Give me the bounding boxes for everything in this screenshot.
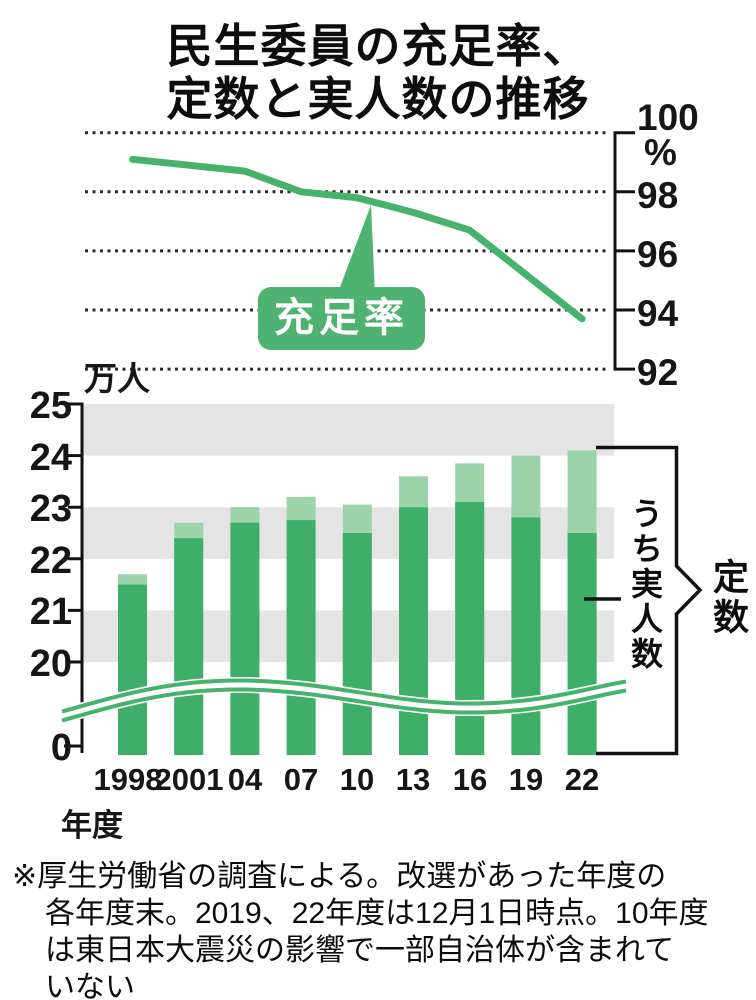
top-right-axis: [613, 131, 635, 371]
xtick-07: 07: [283, 762, 319, 797]
bar-actual-07: [286, 520, 316, 755]
bot-ytick-25: 25: [29, 385, 72, 427]
footnote-line2: 各年度末。2019、22年度は12月1日時点。10年度: [45, 897, 709, 930]
bot-ytick-0: 0: [50, 727, 72, 769]
xtick-1998: 1998: [93, 762, 163, 797]
footnote-line1: ※厚生労働省の調査による。改選があった年度の: [12, 860, 667, 893]
xtick-22: 22: [564, 762, 600, 797]
bar-actual-1998: [118, 584, 147, 755]
bar-actual-10: [342, 533, 372, 755]
bot-ytick-23: 23: [29, 488, 72, 530]
nendo-axis-unit: 年度: [61, 808, 123, 843]
gray-band-0: [82, 404, 614, 456]
bottom-left-axis: [64, 402, 84, 753]
axis-break-wave-lower: [61, 687, 627, 723]
bot-ytick-24: 24: [29, 437, 72, 479]
xtick-10: 10: [339, 762, 375, 797]
bar-actual-16: [455, 502, 485, 755]
man-nin-unit-label: 万人: [84, 360, 150, 397]
top-ytick-94: 94: [637, 293, 679, 334]
xtick-2001: 2001: [154, 762, 224, 797]
page-title-line2: 定数と実人数の推移: [166, 73, 590, 125]
bar-actual-22: [567, 533, 597, 755]
callout-pointer: [337, 205, 375, 295]
actual-series-label: うち実人数: [627, 497, 663, 672]
top-ytick-100: 100: [637, 97, 699, 138]
top-ytick-98: 98: [637, 175, 679, 216]
fill-rate-callout-label: 充足率: [274, 296, 409, 340]
callout-bubble: [258, 287, 425, 350]
bar-actual-04: [230, 522, 260, 755]
bar-actual-2001: [174, 538, 204, 755]
capacity-series-label: 定数: [708, 558, 749, 638]
bar-actual-19: [511, 517, 541, 755]
top-ytick-96: 96: [637, 234, 679, 275]
xtick-19: 19: [508, 762, 544, 797]
bot-ytick-21: 21: [29, 591, 72, 633]
footnote-line4: いない: [45, 971, 135, 1000]
bot-ytick-22: 22: [29, 540, 72, 582]
top-ytick-92: 92: [637, 352, 679, 393]
axis-break-wave-upper: [61, 678, 627, 714]
percent-unit-label: %: [644, 132, 677, 173]
xtick-13: 13: [395, 762, 431, 797]
bar-actual-13: [399, 507, 428, 755]
xtick-04: 04: [227, 762, 263, 797]
bot-ytick-20: 20: [29, 643, 72, 685]
page-title-line1: 民生委員の充足率、: [166, 20, 590, 72]
footnote-line3: は東日本大震災の影響で一部自治体が含まれて: [45, 934, 675, 967]
fill-rate-line: [129, 155, 586, 323]
capacity-bracket: [596, 445, 703, 756]
xtick-16: 16: [452, 762, 488, 797]
axis-break-wave-mask: [59, 676, 628, 724]
